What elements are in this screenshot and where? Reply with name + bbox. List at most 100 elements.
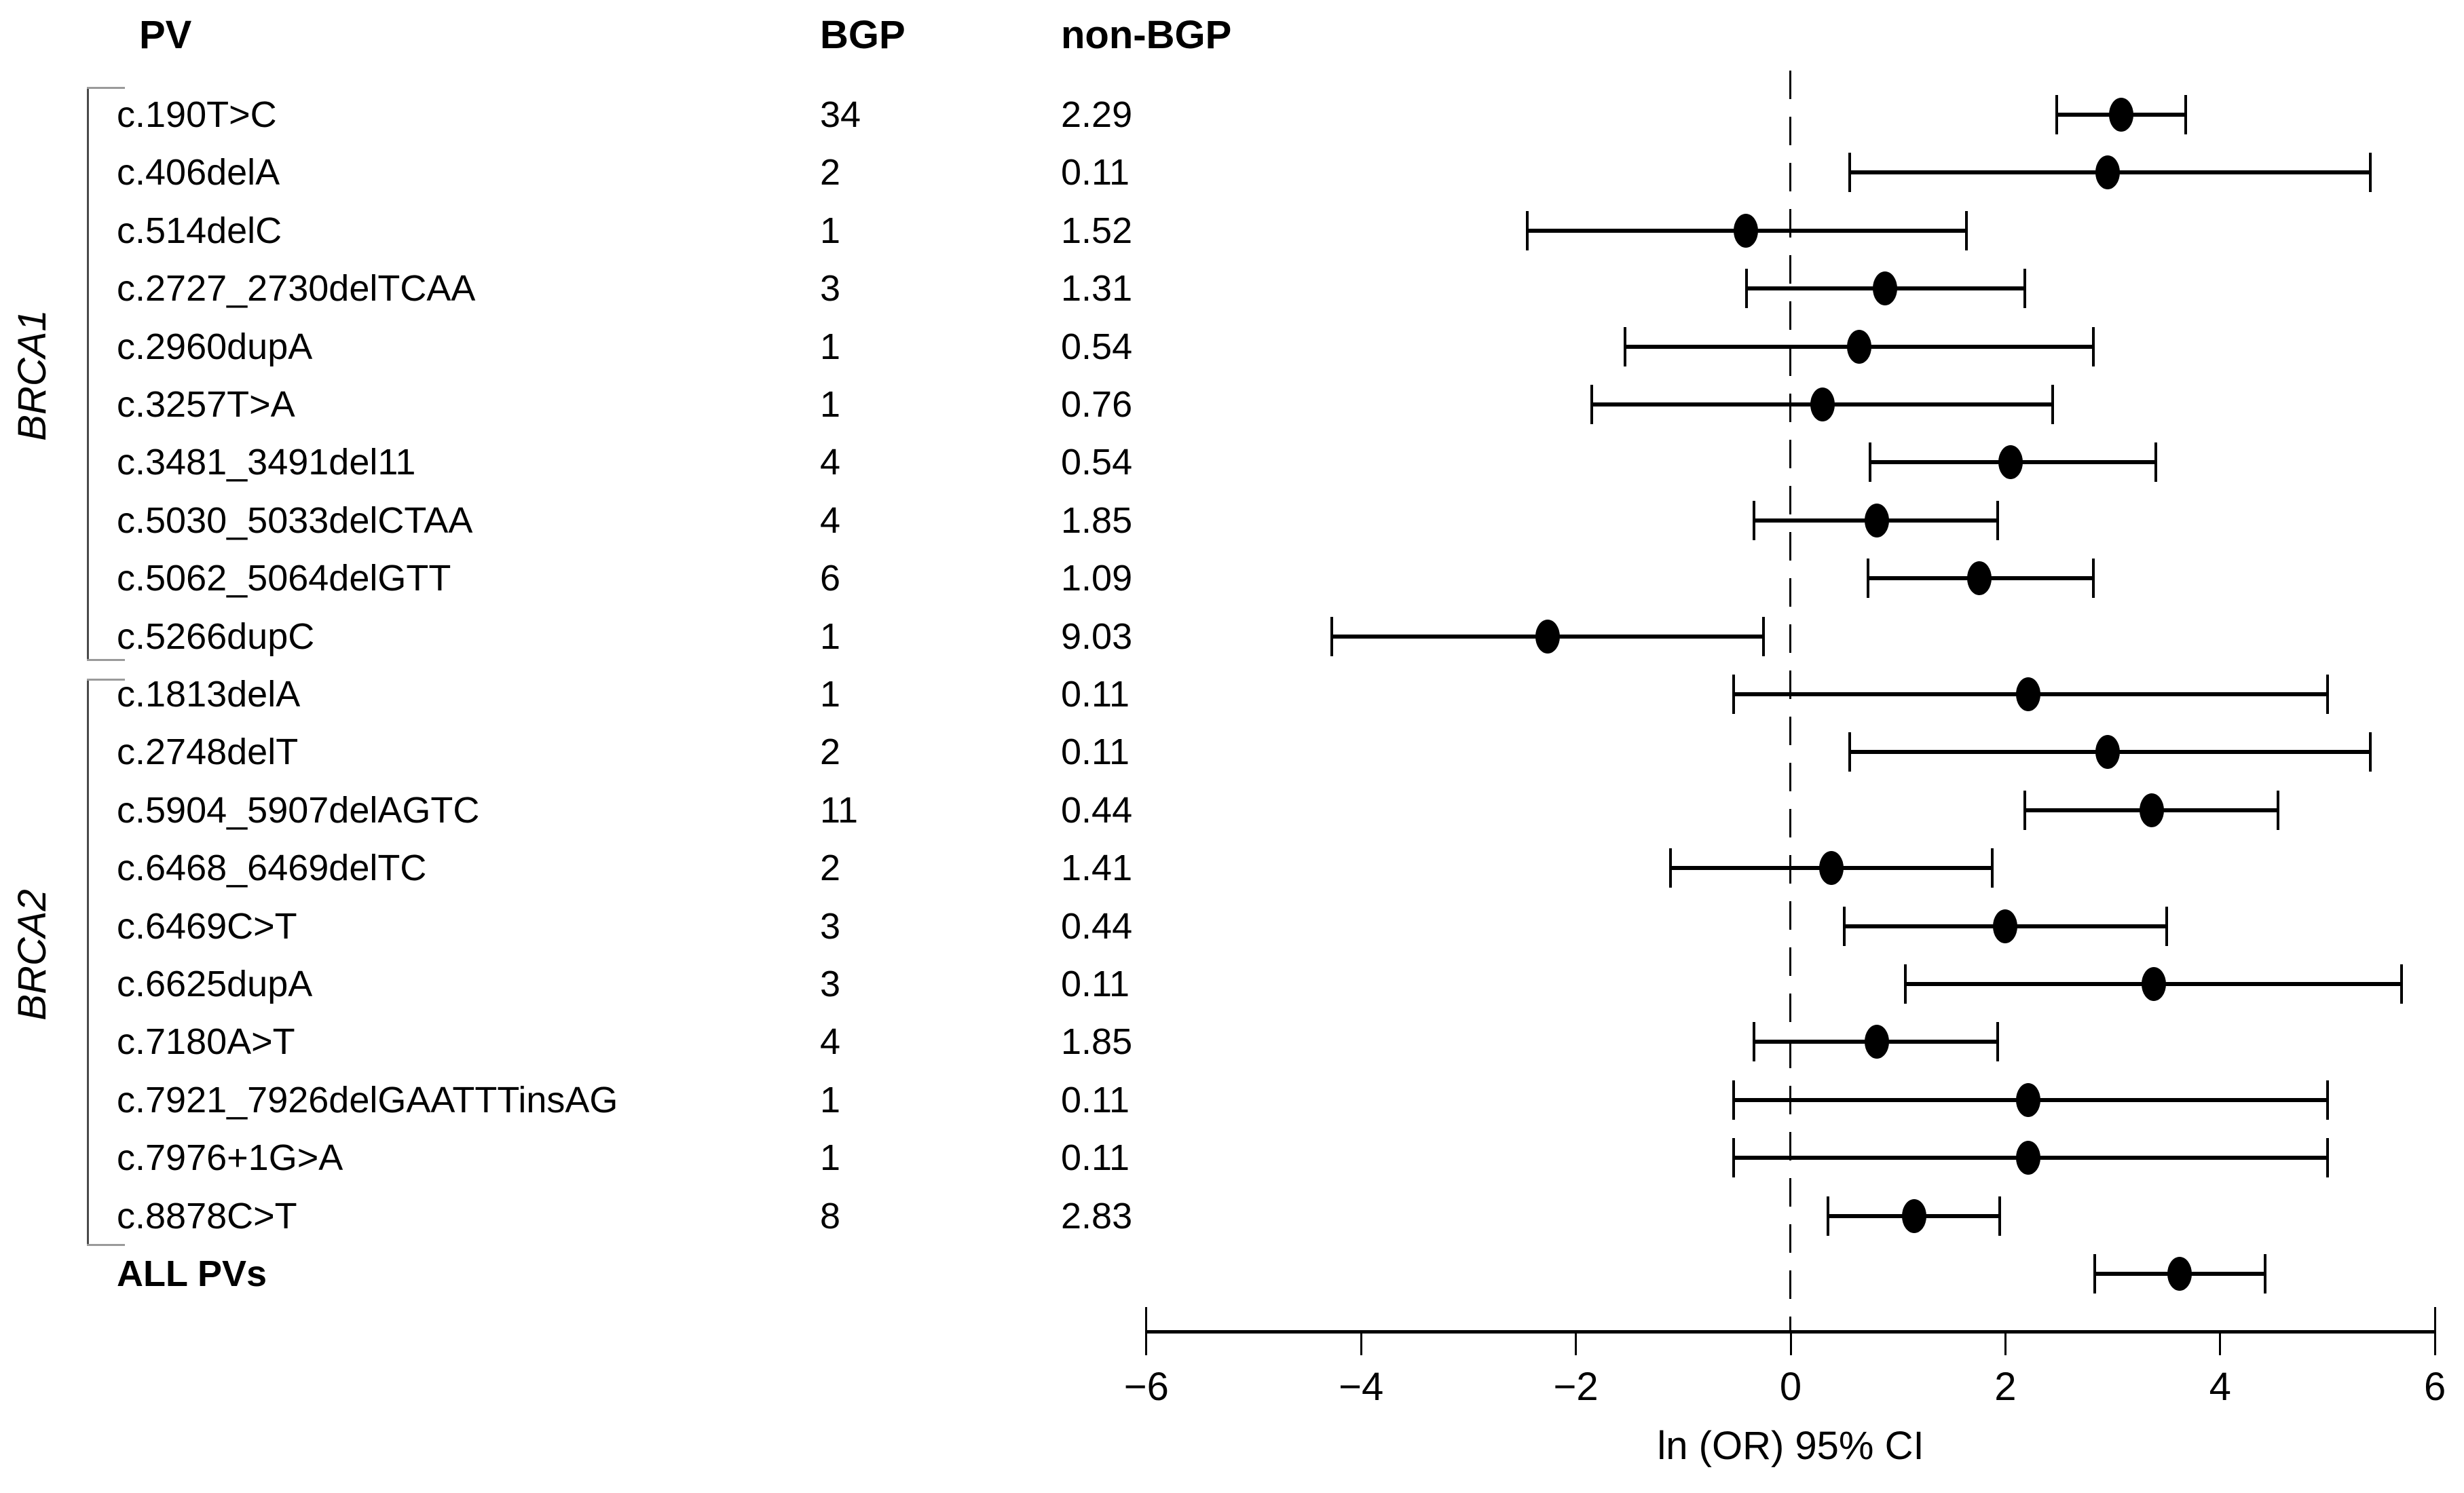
- ci-cap-left: [1904, 964, 1907, 1004]
- column-header-non-bgp: non-BGP: [1061, 13, 1232, 57]
- ci-cap-right: [2326, 1080, 2329, 1120]
- ci-cap-right: [2400, 964, 2404, 1004]
- bgp-value: 4: [820, 1021, 841, 1063]
- non-bgp-value: 9.03: [1061, 616, 1133, 657]
- pv-label: c.514delC: [117, 210, 282, 251]
- ci-cap-right: [2369, 153, 2372, 193]
- pv-label: c.8878C>T: [117, 1195, 297, 1236]
- ci-cap-left: [1745, 269, 1749, 309]
- bgp-value: 3: [820, 268, 841, 309]
- x-axis-tick-label: 4: [2209, 1365, 2231, 1409]
- x-axis-tick: [1789, 1330, 1792, 1355]
- non-bgp-value: 1.85: [1061, 499, 1133, 541]
- ci-cap-right: [1996, 500, 2000, 540]
- ci-cap-left: [1753, 500, 1756, 540]
- pv-label: c.2748delT: [117, 732, 299, 773]
- x-axis-tick-label: 6: [2424, 1365, 2446, 1409]
- ci-cap-left: [1866, 559, 1869, 599]
- pv-label: c.5266dupC: [117, 616, 315, 657]
- bgp-value: 1: [820, 1079, 841, 1120]
- pv-label: c.3257T>A: [117, 384, 295, 425]
- brca2-bracket-top-cap: [87, 679, 125, 681]
- ci-cap-right: [2369, 732, 2372, 772]
- ci-cap-right: [1762, 616, 1766, 656]
- bgp-value: 3: [820, 964, 841, 1004]
- pv-label: c.7976+1G>A: [117, 1137, 343, 1179]
- pv-label: c.5062_5064delGTT: [117, 558, 451, 599]
- point-marker: [2141, 967, 2166, 1001]
- ci-cap-left: [1732, 1080, 1736, 1120]
- brca1-bracket-top-cap: [87, 87, 125, 89]
- ci-cap-left: [1843, 906, 1846, 946]
- bgp-value: 1: [820, 326, 841, 367]
- x-axis-title: ln (OR) 95% CI: [1657, 1424, 1924, 1468]
- bgp-value: 1: [820, 616, 841, 657]
- point-marker: [1819, 851, 1844, 886]
- non-bgp-value: 2.83: [1061, 1195, 1133, 1236]
- ci-cap-left: [2055, 95, 2059, 134]
- ci-cap-right: [2326, 1138, 2329, 1178]
- ci-cap-right: [2326, 675, 2329, 714]
- ci-cap-left: [1590, 385, 1594, 424]
- x-axis-tick-label: −6: [1123, 1365, 1169, 1409]
- non-bgp-value: 0.54: [1061, 326, 1133, 367]
- non-bgp-value: 0.11: [1061, 732, 1130, 773]
- x-axis-tick-label: −4: [1339, 1365, 1384, 1409]
- non-bgp-value: 1.52: [1061, 210, 1133, 251]
- ci-cap-right: [1996, 1022, 2000, 1062]
- ci-cap-left: [2093, 1254, 2096, 1293]
- point-marker: [2015, 1082, 2040, 1117]
- point-marker: [2015, 1141, 2040, 1175]
- ci-cap-right: [2165, 906, 2168, 946]
- pv-label: c.2727_2730delTCAA: [117, 268, 476, 309]
- ci-cap-left: [1624, 326, 1627, 366]
- ci-cap-right: [2092, 326, 2095, 366]
- point-marker: [1847, 329, 1872, 364]
- brca2-bracket-bottom-cap: [87, 1244, 125, 1246]
- point-marker: [2109, 98, 2134, 132]
- bgp-value: 8: [820, 1195, 841, 1236]
- x-axis-tick: [2219, 1330, 2222, 1355]
- non-bgp-value: 0.44: [1061, 905, 1133, 947]
- ci-cap-left: [1753, 1022, 1756, 1062]
- x-axis-tick-label: 0: [1779, 1365, 1802, 1409]
- point-marker: [1967, 561, 1992, 596]
- pv-label: c.3481_3491del11: [117, 442, 416, 483]
- x-axis-tick: [1360, 1330, 1362, 1355]
- non-bgp-value: 1.41: [1061, 848, 1133, 889]
- non-bgp-value: 2.29: [1061, 94, 1133, 135]
- point-marker: [2167, 1257, 2192, 1291]
- ci-cap-right: [2092, 559, 2095, 599]
- x-axis-tick-label: −2: [1553, 1365, 1599, 1409]
- pv-label: c.7180A>T: [117, 1021, 295, 1063]
- point-marker: [1864, 1025, 1889, 1059]
- ci-cap-left: [1732, 1138, 1736, 1178]
- x-axis-tick-label: 2: [1994, 1365, 2017, 1409]
- bgp-value: 3: [820, 905, 841, 947]
- point-marker: [2015, 677, 2040, 711]
- non-bgp-value: 0.11: [1061, 674, 1130, 715]
- non-bgp-value: 0.44: [1061, 789, 1133, 831]
- non-bgp-value: 1.09: [1061, 558, 1133, 599]
- x-axis-tick: [1145, 1307, 1148, 1355]
- non-bgp-value: 0.54: [1061, 442, 1133, 483]
- point-marker: [1733, 213, 1758, 248]
- bgp-value: 2: [820, 732, 841, 773]
- non-bgp-value: 0.11: [1061, 152, 1130, 193]
- bgp-value: 1: [820, 384, 841, 425]
- non-bgp-value: 1.85: [1061, 1021, 1133, 1063]
- bgp-value: 1: [820, 1137, 841, 1179]
- ci-cap-left: [1330, 616, 1334, 656]
- bgp-value: 6: [820, 558, 841, 599]
- bgp-value: 11: [820, 789, 859, 831]
- ci-cap-left: [1848, 732, 1851, 772]
- non-bgp-value: 0.11: [1061, 1137, 1130, 1179]
- ci-cap-left: [1848, 153, 1851, 193]
- non-bgp-value: 0.11: [1061, 964, 1130, 1004]
- pv-label: c.1813delA: [117, 674, 301, 715]
- point-marker: [1873, 271, 1898, 306]
- pv-label: c.6468_6469delTC: [117, 848, 427, 889]
